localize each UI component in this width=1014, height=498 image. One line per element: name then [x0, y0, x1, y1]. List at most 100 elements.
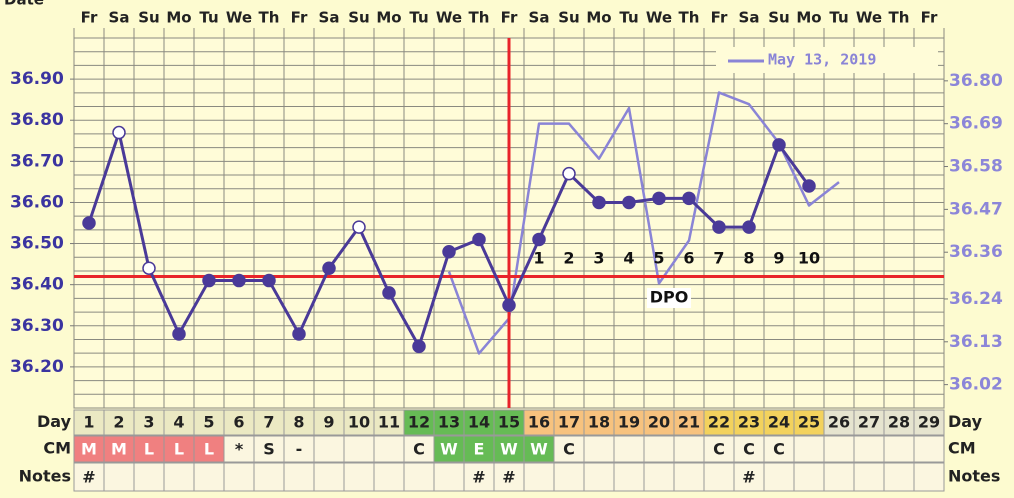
cm-cell: [823, 435, 855, 463]
temperature-point: [742, 220, 756, 234]
day-cell: [703, 409, 735, 436]
y-tick-label: 36.20: [10, 357, 64, 377]
y-tick-label: 36.40: [10, 275, 64, 295]
weekday-label: Mo: [796, 9, 821, 27]
temperature-point: [112, 125, 126, 140]
cm-value: M: [111, 440, 127, 459]
day-cell: [73, 409, 105, 436]
weekday-label: Sa: [109, 9, 130, 27]
weekday-label: We: [436, 9, 462, 27]
notes-cell: [373, 462, 405, 492]
cm-value: C: [413, 440, 425, 459]
cm-cell: [763, 435, 795, 463]
notes-cell: [463, 462, 495, 492]
cm-cell: [553, 435, 585, 463]
weekday-label: Tu: [619, 9, 638, 27]
temperature-point: [292, 327, 306, 341]
day-number: 24: [768, 413, 790, 432]
day-cell: [553, 409, 585, 436]
temperature-point: [352, 220, 366, 234]
dpo-number: 6: [683, 249, 694, 268]
cm-cell: [433, 435, 465, 463]
day-cell: [493, 409, 525, 436]
day-number: 5: [203, 413, 214, 432]
dpo-number: 3: [593, 249, 604, 268]
day-number: 23: [738, 413, 760, 432]
notes-cell: [493, 462, 525, 492]
weekday-label: Fr: [501, 9, 518, 27]
day-number: 27: [858, 413, 880, 432]
day-cell: [613, 409, 645, 436]
notes-cell: [763, 462, 795, 492]
temperature-point: [652, 191, 666, 206]
cm-cell: [463, 435, 495, 463]
notes-cell: [433, 462, 465, 492]
day-number: 12: [408, 413, 430, 432]
day-cell: [673, 409, 705, 436]
day-cell: [133, 409, 165, 436]
notes-cell: [643, 462, 675, 492]
dpo-number: 2: [563, 249, 574, 268]
temperature-point: [322, 261, 336, 275]
y-tick-label: 36.30: [10, 316, 64, 336]
day-number: 18: [588, 413, 610, 432]
notes-cell: [223, 462, 255, 492]
cm-cell: [313, 435, 345, 463]
day-number: 1: [83, 413, 94, 432]
day-number: 21: [678, 413, 700, 432]
temperature-point: [202, 273, 216, 288]
cm-cell: [913, 435, 945, 463]
cm-value: M: [81, 440, 97, 459]
temperature-point: [682, 191, 696, 206]
y2-tick-label: 36.47: [949, 199, 1003, 219]
note-value: #: [502, 468, 515, 487]
y2-tick-label: 36.80: [949, 71, 1003, 91]
y-tick-label: 36.80: [10, 110, 64, 130]
y-tick-label: 36.60: [10, 192, 64, 212]
y-tick-label: 36.70: [10, 151, 64, 171]
cm-cell: [643, 435, 675, 463]
cm-value: W: [440, 440, 458, 459]
notes-cell: [583, 462, 615, 492]
dpo-number: 7: [713, 249, 724, 268]
day-cell: [733, 409, 765, 436]
day-number: 25: [798, 413, 820, 432]
comparison-line: [447, 91, 840, 355]
weekday-label: Sa: [319, 9, 340, 27]
dpo-number: 9: [773, 249, 784, 268]
day-cell: [463, 409, 495, 436]
row-label: CM: [43, 439, 71, 458]
day-number: 29: [918, 413, 940, 432]
cm-cell: [673, 435, 705, 463]
notes-cell: [343, 462, 375, 492]
notes-cell: [613, 462, 645, 492]
temperature-point: [262, 273, 276, 288]
cm-cell: [523, 435, 555, 463]
weekday-label: Tu: [409, 9, 428, 27]
weekday-label: Su: [558, 9, 579, 27]
temperature-point: [622, 195, 636, 210]
date-label: Date: [4, 0, 44, 9]
day-number: 17: [558, 413, 580, 432]
day-cell: [403, 409, 435, 436]
notes-cell: [553, 462, 585, 492]
day-number: 28: [888, 413, 910, 432]
weekday-label: Fr: [921, 9, 938, 27]
y-tick-label: 36.90: [10, 69, 64, 89]
row-label: Notes: [948, 467, 1000, 486]
dpo-number: 4: [623, 249, 634, 268]
notes-cell: [313, 462, 345, 492]
cm-value: W: [500, 440, 518, 459]
cm-value: C: [773, 440, 785, 459]
cm-value: W: [530, 440, 548, 459]
y2-tick-label: 36.58: [949, 157, 1003, 177]
day-cell: [103, 409, 135, 436]
day-number: 2: [113, 413, 124, 432]
cm-cell: [253, 435, 285, 463]
note-value: #: [742, 468, 755, 487]
day-cell: [793, 409, 825, 436]
day-cell: [343, 409, 375, 436]
cm-cell: [223, 435, 255, 463]
day-number: 8: [293, 413, 304, 432]
weekday-label: Tu: [829, 9, 848, 27]
